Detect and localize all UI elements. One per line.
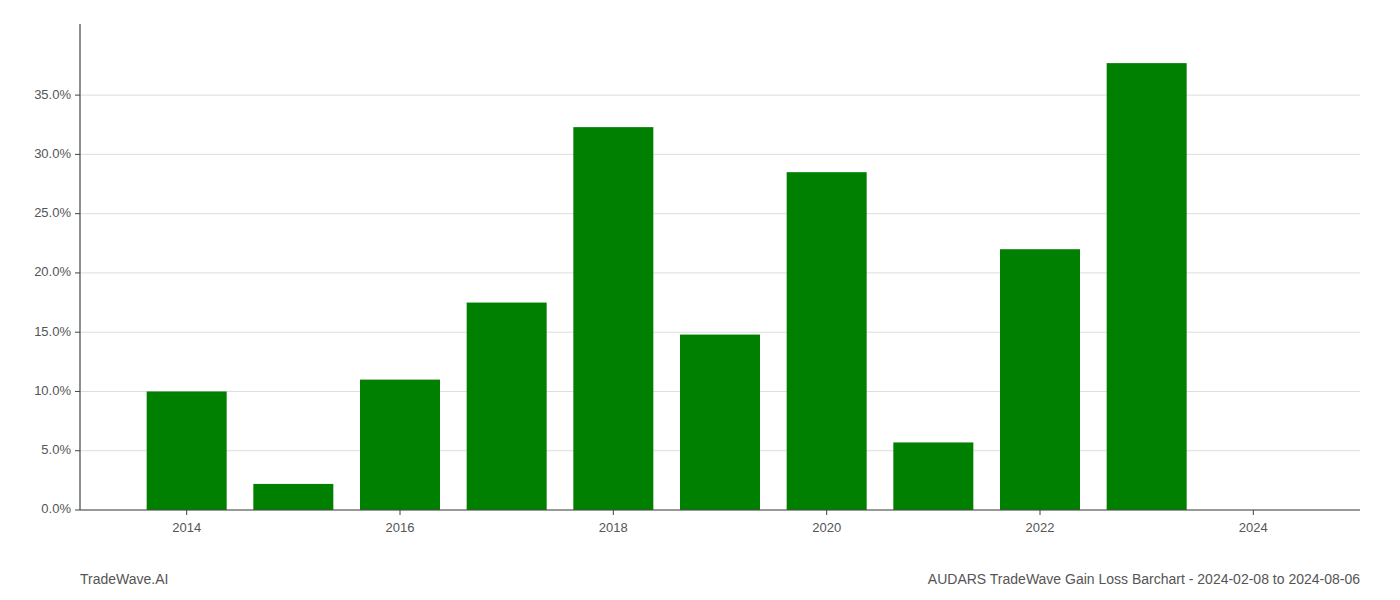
x-axis-line <box>80 509 1360 510</box>
y-tick-label: 25.0% <box>34 205 71 220</box>
bar <box>467 303 547 510</box>
y-tick-label: 10.0% <box>34 383 71 398</box>
chart-svg: 0.0% 5.0% 10.0% 15.0% 20.0% 25.0% 30.0% 35.0% 20… <box>0 0 1400 600</box>
x-tick-label: 2020 <box>812 520 841 535</box>
x-tick <box>1040 510 1041 515</box>
x-tick-label: 2016 <box>386 520 415 535</box>
x-tick-label: 2018 <box>599 520 628 535</box>
grid-line <box>80 510 1360 511</box>
y-tick-label: 20.0% <box>34 264 71 279</box>
background <box>0 0 1400 600</box>
x-tick-label: 2024 <box>1239 520 1268 535</box>
chart-container: 0.0% 5.0% 10.0% 15.0% 20.0% 25.0% 30.0% 35.0% 20… <box>0 0 1400 600</box>
x-tick <box>613 510 614 515</box>
bar <box>1000 249 1080 510</box>
watermark: TradeWave.AI <box>80 571 168 587</box>
y-tick <box>75 332 80 333</box>
y-axis: 0.0% 5.0% 10.0% 15.0% 20.0% 25.0% 30.0% 35.0% <box>34 24 80 516</box>
y-tick <box>75 213 80 214</box>
y-tick-label: 15.0% <box>34 324 71 339</box>
bar <box>253 484 333 510</box>
bars <box>147 63 1187 510</box>
bar <box>893 442 973 510</box>
x-tick <box>1253 510 1254 515</box>
y-tick <box>75 95 80 96</box>
y-tick <box>75 154 80 155</box>
bar <box>680 335 760 510</box>
y-tick-label: 30.0% <box>34 146 71 161</box>
y-axis-line <box>79 24 80 510</box>
bar <box>573 127 653 510</box>
x-tick <box>400 510 401 515</box>
y-tick-label: 5.0% <box>41 442 71 457</box>
x-tick <box>826 510 827 515</box>
x-axis: 2014 2016 2018 2020 2022 2024 <box>80 510 1360 535</box>
y-tick <box>75 391 80 392</box>
chart-title: AUDARS TradeWave Gain Loss Barchart - 20… <box>928 571 1360 587</box>
y-tick-label: 35.0% <box>34 87 71 102</box>
bar <box>147 391 227 510</box>
bar <box>787 172 867 510</box>
bar <box>360 380 440 510</box>
x-tick-label: 2014 <box>172 520 201 535</box>
y-tick <box>75 510 80 511</box>
y-tick <box>75 450 80 451</box>
y-tick <box>75 272 80 273</box>
x-tick-label: 2022 <box>1026 520 1055 535</box>
y-tick-label: 0.0% <box>41 501 71 516</box>
x-tick <box>186 510 187 515</box>
bar <box>1107 63 1187 510</box>
